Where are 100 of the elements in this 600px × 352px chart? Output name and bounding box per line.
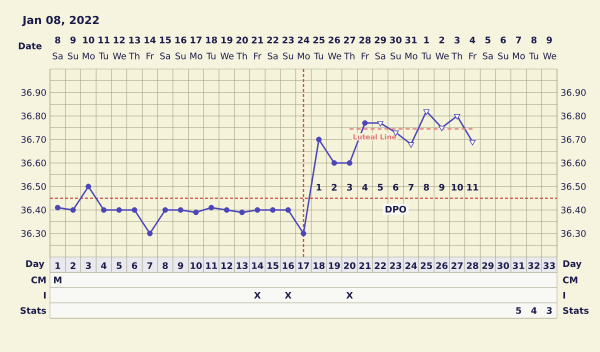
annotation: 9 [439, 184, 444, 191]
x2-tick-label: 12 We [112, 36, 126, 60]
x2-tick-label: 22 Sa [267, 36, 278, 60]
y2-tick-label: 36.50 [561, 183, 586, 190]
y-tick-label: 36.80 [21, 112, 46, 120]
x-tick-label: 23 [390, 262, 402, 270]
x2-tick-label: 9 Su [68, 36, 78, 60]
x-axis-title: Day [26, 260, 44, 269]
y2-tick-label: Stats [563, 307, 589, 314]
point [285, 207, 291, 213]
x2-tick-label: 30 Su [390, 36, 402, 60]
y-tick-label: 36.60 [21, 160, 46, 166]
x-tick-label: 28 [466, 262, 478, 270]
x-tick-label: 16 [282, 262, 294, 270]
text: 5 [516, 307, 522, 314]
x-tick-label: 18 [314, 262, 325, 270]
x2-tick-label: 27 Th [344, 36, 356, 60]
x2-tick-label: 4 Fr [469, 36, 477, 60]
x-tick-label: 5 [116, 262, 122, 269]
x2-tick-label: 16 Su [175, 36, 186, 60]
point [208, 204, 214, 210]
x-tick-label: 11 [206, 262, 217, 269]
x2-tick-label: 10 Mo [82, 36, 95, 60]
point [147, 230, 153, 236]
chart-title: Jan 08, 2022 [22, 16, 99, 26]
text: 4 [531, 307, 537, 314]
point [116, 207, 122, 213]
x2-axis-title: Date [18, 42, 42, 50]
y-tick-label: Stats [20, 307, 46, 314]
annotation: 5 [378, 184, 383, 191]
point [331, 160, 338, 166]
annotation: 4 [362, 184, 368, 191]
y-tick-label: 36.90 [21, 89, 46, 96]
x2-tick-label: 23 Su [282, 36, 294, 60]
x2-tick-label: 20 Th [236, 36, 248, 60]
x2-tick-label: 3 Th [452, 36, 462, 60]
text: 3 [546, 307, 552, 314]
point [239, 210, 245, 216]
y2-tick-label: CM [562, 276, 578, 284]
x2-tick-label: 13 Th [128, 36, 140, 60]
point [86, 184, 92, 190]
x-tick-label: 3 [86, 262, 91, 270]
y-tick-label: 36.40 [21, 206, 46, 214]
point [469, 140, 476, 146]
x-tick-label: 14 [252, 262, 264, 269]
y2-tick-label: I [563, 292, 566, 299]
x2-tick-label: 9 We [543, 36, 556, 60]
point [362, 120, 368, 126]
x2-tick-label: 17 Mo [190, 36, 202, 60]
x-tick-label: 26 [436, 262, 448, 270]
x2-tick-label: 24 Mo [298, 36, 310, 60]
x-tick-label: 2 [70, 262, 76, 269]
point [438, 126, 445, 132]
y2-tick-label: 36.30 [561, 230, 586, 237]
point [132, 207, 138, 213]
x-tick-label: 22 [374, 262, 386, 269]
annotation: 6 [393, 184, 398, 191]
point [408, 142, 414, 148]
point [224, 207, 230, 213]
text: Day [563, 260, 582, 269]
y2-tick-label: 36.90 [561, 89, 586, 96]
x-tick-label: 30 [498, 262, 510, 270]
x2-tick-label: 21 Fr [252, 36, 264, 60]
x2-tick-label: 18 Tu [206, 36, 218, 60]
point [162, 207, 168, 213]
y2-tick-label: 36.70 [561, 136, 586, 143]
x-tick-label: 10 [190, 262, 202, 270]
x-tick-label: 32 [528, 262, 540, 270]
point [300, 230, 306, 236]
x2-tick-label: 19 We [220, 36, 234, 60]
point [454, 114, 460, 120]
y-tick-label: 36.50 [21, 183, 46, 190]
x2-tick-label: 5 Sa [482, 36, 493, 60]
x2-tick-label: 11 Tu [98, 36, 110, 60]
x-tick-label: 29 [482, 262, 494, 270]
text: M [54, 276, 62, 284]
x-tick-label: 13 [236, 262, 248, 270]
x-tick-label: 31 [512, 262, 524, 270]
point [270, 207, 276, 213]
y2-tick-label: 36.60 [561, 160, 586, 166]
annotation: 11 [467, 184, 478, 191]
x-tick-label: 9 [178, 262, 184, 270]
x-tick-label: 8 [162, 262, 168, 270]
x2-tick-label: 26 We [328, 36, 342, 60]
annotation: DPO [386, 206, 406, 213]
point [178, 207, 184, 213]
point [346, 160, 352, 166]
y-tick-label: 36.30 [21, 230, 46, 237]
point [100, 207, 107, 213]
x2-tick-label: 8 Sa [52, 36, 63, 60]
annotation: 8 [424, 184, 429, 191]
x-tick-label: 1 [56, 262, 60, 269]
x2-tick-label: 14 Fr [144, 36, 156, 60]
x-tick-label: 24 [405, 262, 417, 269]
x-tick-label: 33 [544, 262, 555, 270]
x2-tick-label: 28 Fr [359, 36, 371, 60]
x2-tick-label: 8 Tu [529, 36, 538, 60]
x-tick-label: 27 [452, 262, 463, 269]
x-tick-label: 25 [420, 262, 432, 270]
text: X [284, 292, 292, 299]
